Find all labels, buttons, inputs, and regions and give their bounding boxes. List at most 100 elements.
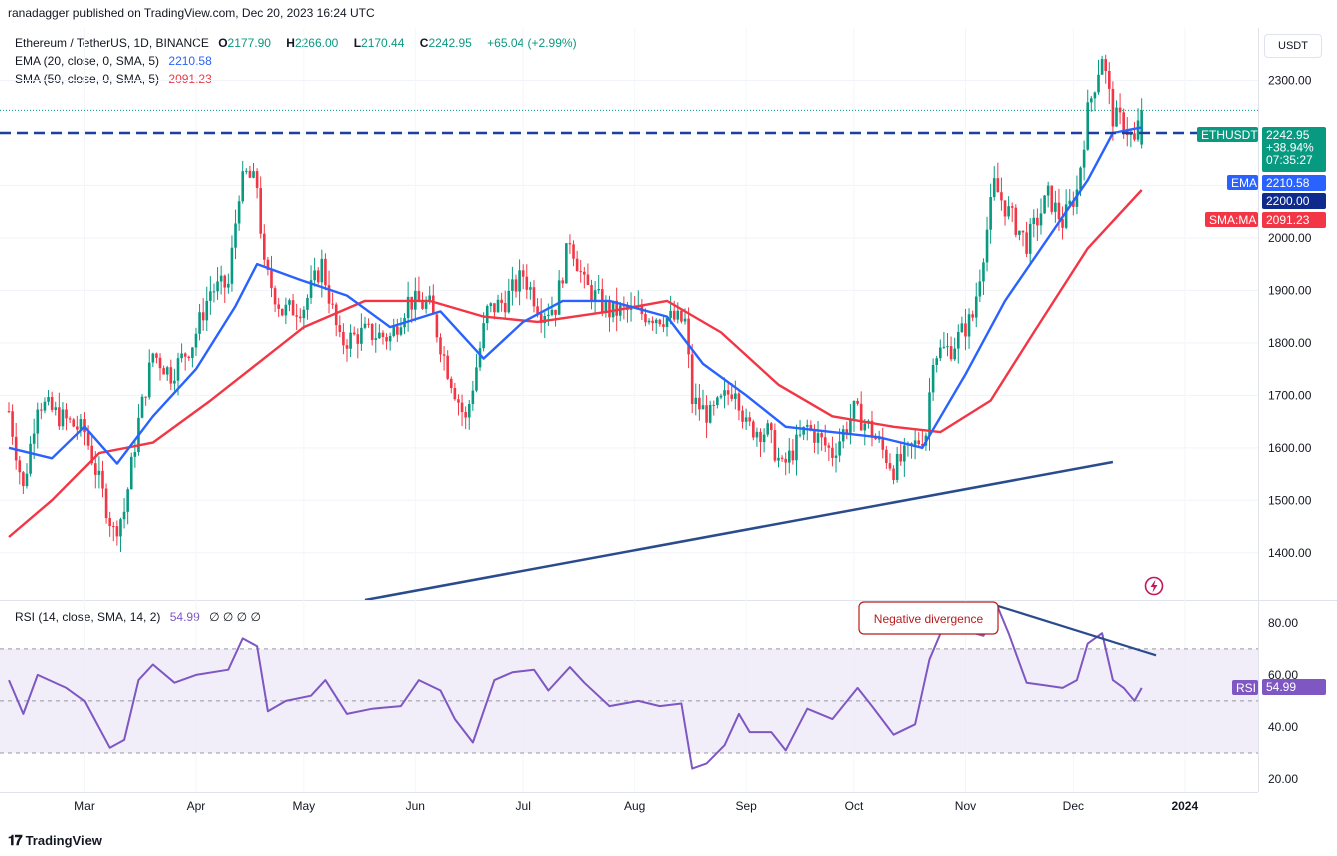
candle-body	[108, 518, 111, 527]
candle-body	[755, 431, 759, 438]
time-tick-label: Aug	[624, 799, 645, 813]
candle-body	[748, 417, 752, 422]
sma-price-tag: 2091.23	[1262, 212, 1326, 228]
candle-body	[173, 380, 176, 384]
candle-body	[457, 399, 460, 403]
candle-body	[241, 171, 245, 202]
candle-body	[169, 367, 173, 384]
candle-body	[813, 428, 816, 443]
price-tick-label: 2300.00	[1268, 73, 1312, 87]
time-tick-label: Dec	[1063, 799, 1084, 813]
ema-legend-label: EMA (20, close, 0, SMA, 5)	[15, 54, 160, 68]
time-tick-label: Mar	[74, 799, 95, 813]
rsi-legend[interactable]: RSI (14, close, SMA, 14, 2) 54.99 ∅ ∅ ∅ …	[15, 610, 267, 624]
candle-body	[122, 511, 126, 520]
sma-price-tag-text: 2091.23	[1266, 213, 1310, 227]
candle-body	[885, 449, 888, 464]
symbol-legend: Ethereum / TetherUS, 1D, BINANCE O2177.9…	[15, 36, 583, 50]
candle-body	[216, 281, 219, 292]
tradingview-brand[interactable]: 𝟏𝟕 TradingView	[8, 832, 102, 849]
candle-body	[47, 396, 50, 402]
candle-body	[870, 420, 874, 438]
rsi-legend-value: 54.99	[169, 610, 200, 624]
candle-body	[324, 258, 327, 286]
candle-body	[694, 397, 698, 405]
candle-body	[683, 318, 687, 322]
candle-body	[935, 358, 939, 365]
ema-legend[interactable]: EMA (20, close, 0, SMA, 5) 2210.58	[15, 54, 218, 68]
candle-body	[992, 178, 996, 198]
candle-body	[899, 453, 903, 462]
candle-body	[40, 409, 43, 411]
candle-body	[568, 243, 572, 245]
candle-body	[852, 400, 856, 419]
candle-body	[327, 285, 331, 304]
flash-circle-icon[interactable]	[1143, 575, 1165, 597]
candle-body	[266, 259, 270, 270]
candle-body	[903, 445, 906, 462]
price-tick-label: 1800.00	[1268, 336, 1312, 350]
candle-body	[928, 392, 931, 436]
candle-body	[50, 396, 54, 410]
candle-body	[1010, 206, 1014, 208]
candle-body	[1082, 149, 1086, 168]
candle-body	[1003, 200, 1007, 217]
candle-body	[381, 332, 385, 337]
candle-body	[518, 270, 521, 292]
candle-body	[777, 457, 780, 461]
candle-body	[1050, 185, 1054, 212]
candle-body	[856, 400, 859, 404]
candle-body	[431, 295, 435, 315]
candle-body	[349, 332, 352, 349]
price-tick-label: 2000.00	[1268, 231, 1312, 245]
ohlc-high: H2266.00	[286, 36, 339, 50]
sma-name-tag-bg	[1205, 212, 1258, 227]
symbol-title[interactable]: Ethereum / TetherUS, 1D, BINANCE	[15, 36, 209, 50]
candle-body	[29, 443, 32, 474]
candle-body	[32, 433, 36, 444]
candle-body	[1000, 192, 1003, 201]
candle-body	[766, 423, 770, 435]
candle-body	[989, 197, 992, 230]
candle-body	[719, 395, 723, 398]
candle-body	[1104, 59, 1108, 72]
candle-body	[417, 290, 421, 302]
time-tick-label: Sep	[735, 799, 757, 813]
candle-body	[1025, 232, 1028, 254]
candle-body	[787, 450, 791, 463]
price-tags: ETHUSDT 2242.95+38.94%07:35:27 EMA 2210.58 2…	[1197, 127, 1326, 695]
rsi-price-tag: 54.99	[1262, 679, 1326, 695]
currency-button[interactable]: USDT	[1264, 34, 1322, 58]
price-tick-label: 1600.00	[1268, 441, 1312, 455]
candle-body	[593, 290, 597, 302]
candle-body	[352, 332, 356, 335]
candle-body	[827, 445, 831, 448]
candle-body	[1064, 204, 1068, 228]
candle-body	[1046, 185, 1050, 196]
time-tick-label: 2024	[1171, 799, 1198, 813]
candle-body	[554, 309, 557, 315]
candle-body	[129, 456, 133, 490]
rsi-price-tag-bg	[1262, 679, 1326, 695]
candle-body	[259, 188, 263, 234]
sma-legend-label: SMA (50, close, 0, SMA, 5)	[15, 72, 160, 86]
candle-body	[61, 409, 65, 427]
candle-body	[86, 432, 90, 446]
time-tick-label: Jun	[406, 799, 425, 813]
candle-body	[895, 453, 899, 480]
candle-body	[877, 438, 881, 440]
candle-body	[291, 300, 295, 316]
candle-body	[104, 488, 108, 519]
candle-body	[280, 308, 284, 316]
candle-body	[1129, 133, 1133, 136]
candle-body	[22, 472, 25, 487]
candle-body	[230, 247, 234, 284]
candle-body	[550, 309, 554, 315]
ema-name-tag: EMA	[1227, 175, 1258, 190]
candle-body	[543, 316, 547, 324]
candle-body	[1036, 217, 1039, 226]
ohlc-change: +65.04 (+2.99%)	[487, 36, 577, 50]
sma-legend[interactable]: SMA (50, close, 0, SMA, 5) 2091.23	[15, 72, 218, 86]
candle-body	[140, 396, 144, 418]
